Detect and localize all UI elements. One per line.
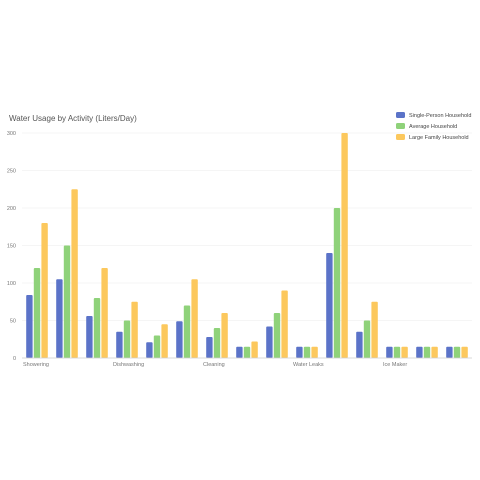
- legend-swatch[interactable]: [396, 123, 405, 129]
- bar: [56, 279, 63, 358]
- y-tick-label: 0: [13, 356, 16, 362]
- bar: [116, 331, 123, 358]
- bar: [341, 133, 348, 358]
- bar: [93, 298, 101, 358]
- bar: [303, 346, 311, 358]
- bar: [423, 346, 431, 358]
- bar: [26, 295, 33, 358]
- bar: [371, 301, 378, 358]
- bar: [206, 337, 213, 358]
- y-tick-label: 200: [7, 206, 16, 212]
- y-tick-label: 150: [7, 244, 16, 250]
- x-axis-ticks: Showering Dishwashing Cleaning Water Leaks I…: [23, 362, 407, 368]
- bar: [363, 320, 371, 358]
- bar: [431, 346, 438, 358]
- x-tick-label: Cleaning: [203, 362, 225, 368]
- bar: [453, 346, 461, 358]
- legend-label[interactable]: Average Household: [409, 124, 457, 130]
- bar: [33, 268, 41, 358]
- bar: [461, 346, 468, 358]
- bar: [221, 313, 228, 358]
- bar: [101, 268, 108, 358]
- bar: [183, 305, 191, 358]
- bar: [153, 335, 161, 358]
- bar: [176, 321, 183, 358]
- bar: [131, 301, 138, 358]
- legend-swatch[interactable]: [396, 112, 405, 118]
- bar: [446, 346, 453, 358]
- x-tick-label: Dishwashing: [113, 362, 144, 368]
- bar: [273, 313, 281, 358]
- x-tick-label: Water Leaks: [293, 362, 324, 368]
- y-tick-label: 300: [7, 131, 16, 137]
- bar: [393, 346, 401, 358]
- bar: [281, 290, 288, 358]
- legend[interactable]: Single-Person Household Average Household…: [396, 112, 471, 141]
- bar: [236, 346, 243, 358]
- bar: [63, 245, 71, 358]
- bars: [26, 133, 468, 358]
- legend-swatch[interactable]: [396, 134, 405, 140]
- chart-title: Water Usage by Activity (Liters/Day): [9, 114, 137, 123]
- gridlines: [22, 132, 472, 321]
- legend-label[interactable]: Large Family Household: [409, 135, 469, 141]
- bar: [356, 331, 363, 358]
- x-tick-label: Showering: [23, 362, 49, 368]
- bar: [41, 223, 48, 358]
- bar: [251, 341, 258, 358]
- bar: [191, 279, 198, 358]
- bar: [266, 326, 273, 358]
- bar: [146, 342, 153, 358]
- bar: [71, 189, 78, 358]
- y-tick-label: 100: [7, 281, 16, 287]
- bar: [86, 316, 93, 358]
- bar: [326, 253, 333, 358]
- y-tick-label: 250: [7, 169, 16, 175]
- bar: [333, 208, 341, 358]
- bar: [416, 346, 423, 358]
- x-tick-label: Ice Maker: [383, 362, 407, 368]
- bar: [296, 346, 303, 358]
- y-axis-ticks: 0 50 100 150 200 250 300: [7, 131, 16, 362]
- bar: [243, 346, 251, 358]
- y-tick-label: 50: [10, 319, 16, 325]
- bar: [386, 346, 393, 358]
- bar: [161, 324, 168, 358]
- bar: [311, 346, 318, 358]
- bar: [123, 320, 131, 358]
- bar: [213, 328, 221, 358]
- legend-label[interactable]: Single-Person Household: [409, 113, 471, 119]
- bar: [401, 346, 408, 358]
